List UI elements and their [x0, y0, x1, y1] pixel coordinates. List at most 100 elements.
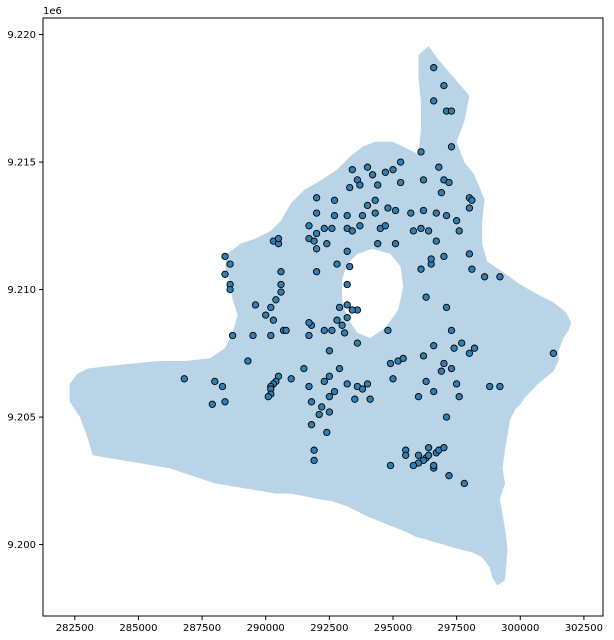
y-offset-label: 1e6 — [43, 6, 62, 17]
y-tick-label: 9.205 — [7, 413, 36, 424]
data-point — [430, 461, 438, 470]
data-point — [468, 196, 476, 204]
points-layer — [180, 64, 558, 488]
data-point — [320, 224, 328, 233]
data-point — [325, 372, 334, 380]
data-point — [244, 357, 252, 365]
data-point — [414, 451, 423, 459]
data-point — [389, 375, 397, 383]
data-point — [267, 331, 275, 340]
data-point — [450, 344, 458, 352]
data-point — [363, 380, 372, 388]
data-point — [445, 178, 453, 187]
data-point — [343, 301, 351, 309]
data-point — [330, 211, 339, 220]
data-point — [363, 163, 372, 171]
data-point — [310, 237, 318, 245]
data-point — [282, 326, 290, 335]
data-point — [424, 227, 433, 235]
data-point — [269, 316, 278, 324]
data-point — [384, 326, 392, 335]
data-point — [381, 168, 390, 176]
data-point — [343, 211, 351, 220]
data-point — [343, 247, 351, 255]
data-point — [312, 245, 321, 253]
data-point — [335, 303, 344, 312]
data-point — [396, 158, 405, 166]
data-point — [333, 260, 341, 268]
data-point — [330, 196, 339, 204]
y-tick-label: 9.220 — [7, 30, 36, 41]
data-point — [447, 326, 456, 335]
data-point — [262, 311, 270, 319]
data-point — [549, 349, 558, 357]
data-point — [371, 209, 379, 217]
data-point — [267, 303, 275, 312]
data-point — [486, 382, 494, 391]
data-point — [496, 382, 504, 391]
data-point — [419, 176, 428, 184]
data-point — [465, 204, 474, 212]
data-point — [211, 377, 219, 386]
data-point — [325, 408, 334, 416]
x-tick-label: 302500 — [565, 623, 603, 634]
data-point — [180, 375, 188, 383]
x-tick-label: 292500 — [310, 623, 348, 634]
data-point — [422, 293, 430, 301]
data-point — [384, 204, 392, 212]
data-point — [264, 393, 272, 401]
data-point — [442, 303, 451, 312]
data-point — [305, 319, 313, 327]
data-point — [328, 326, 336, 335]
data-point — [353, 339, 362, 347]
data-point — [389, 166, 397, 174]
data-point — [208, 400, 216, 408]
data-point — [346, 262, 354, 271]
data-point — [417, 224, 425, 233]
x-tick-label: 290000 — [247, 623, 285, 634]
data-point — [333, 316, 341, 324]
data-point — [312, 194, 321, 202]
data-point — [442, 413, 451, 421]
data-point — [417, 148, 425, 156]
data-point — [346, 183, 354, 192]
data-point — [374, 240, 382, 248]
data-point — [374, 181, 382, 189]
data-point — [251, 301, 260, 309]
data-point — [402, 451, 410, 459]
data-point — [368, 171, 377, 179]
data-point — [409, 227, 418, 235]
data-point — [419, 352, 428, 360]
data-point — [310, 446, 318, 454]
data-point — [468, 265, 476, 273]
data-point — [437, 189, 446, 197]
data-point — [455, 227, 463, 235]
data-point — [381, 222, 390, 230]
data-point — [320, 326, 328, 335]
data-point — [274, 234, 283, 243]
data-point — [430, 97, 438, 105]
data-point — [424, 444, 433, 452]
data-point — [348, 166, 356, 174]
data-point — [305, 222, 313, 230]
x-tick-label: 295000 — [374, 623, 412, 634]
data-point — [277, 268, 285, 276]
data-point — [307, 421, 316, 429]
data-point — [424, 451, 433, 459]
data-point — [351, 395, 359, 403]
data-point — [315, 410, 323, 419]
y-axis: 9.200 9.205 9.210 9.215 9.220 — [7, 30, 43, 551]
data-point — [440, 359, 448, 368]
data-point — [323, 428, 331, 437]
data-point — [287, 375, 295, 383]
data-point — [366, 395, 374, 403]
data-point — [437, 367, 446, 375]
data-point — [356, 222, 364, 230]
data-point — [445, 472, 453, 480]
data-point — [407, 209, 415, 217]
data-point — [340, 329, 349, 337]
data-point — [320, 377, 328, 386]
data-point — [465, 349, 474, 357]
data-point — [318, 403, 326, 411]
